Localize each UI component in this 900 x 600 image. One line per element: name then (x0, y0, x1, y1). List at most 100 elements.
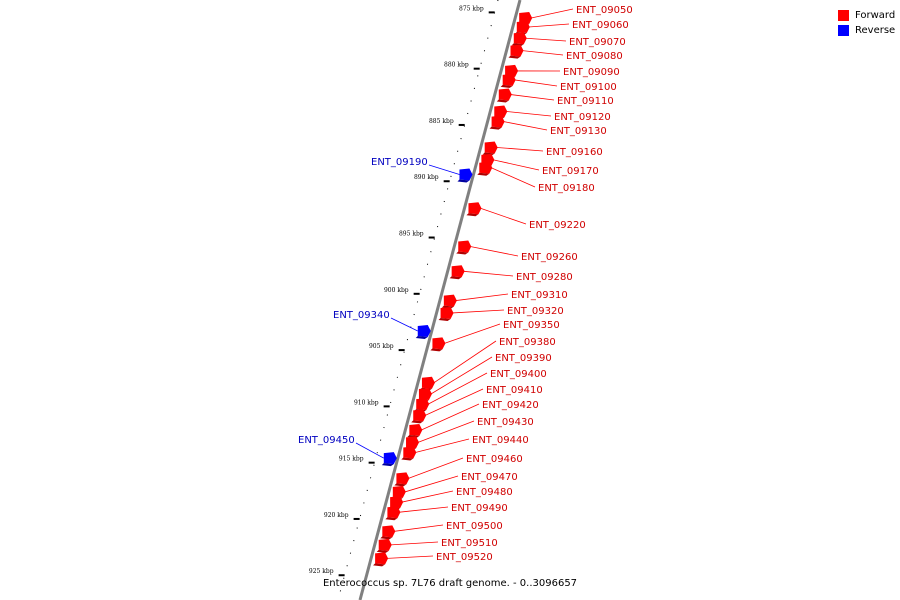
gene-glyph[interactable] (403, 446, 417, 459)
gene-glyph-shadow (430, 348, 443, 352)
gene-glyph[interactable] (417, 324, 431, 337)
gene-glyph[interactable] (458, 240, 472, 253)
gene-label[interactable]: ENT_09430 (477, 417, 534, 428)
gene-label[interactable]: ENT_09410 (486, 385, 543, 396)
gene-label[interactable]: ENT_09510 (441, 538, 498, 549)
gene-ent-09070[interactable]: ENT_09070 (511, 32, 626, 48)
gene-label[interactable]: ENT_09490 (451, 503, 508, 514)
gene-label[interactable]: ENT_09320 (507, 306, 564, 317)
gene-label[interactable]: ENT_09500 (446, 521, 503, 532)
gene-glyph[interactable] (416, 398, 430, 411)
gene-glyph[interactable] (459, 168, 473, 181)
gene-label[interactable]: ENT_09460 (466, 454, 523, 465)
gene-glyph[interactable] (468, 202, 482, 215)
gene-label[interactable]: ENT_09180 (538, 183, 595, 194)
gene-label[interactable]: ENT_09090 (563, 67, 620, 78)
gene-ent-09460[interactable]: ENT_09460 (394, 454, 523, 487)
gene-label[interactable]: ENT_09340 (333, 310, 390, 321)
gene-ent-09220[interactable]: ENT_09220 (466, 202, 586, 231)
gene-glyph[interactable] (409, 424, 423, 437)
gene-ent-09450[interactable]: ENT_09450 (298, 435, 397, 467)
gene-label[interactable]: ENT_09110 (557, 96, 614, 107)
gene-label[interactable]: ENT_09400 (490, 369, 547, 380)
gene-label[interactable]: ENT_09450 (298, 435, 355, 446)
gene-label[interactable]: ENT_09130 (550, 126, 607, 137)
gene-label[interactable]: ENT_09220 (529, 220, 586, 231)
gene-glyph[interactable] (382, 525, 396, 538)
gene-label[interactable]: ENT_09440 (472, 435, 529, 446)
gene-glyph[interactable] (406, 436, 420, 449)
gene-glyph[interactable] (418, 387, 432, 400)
gene-label[interactable]: ENT_09120 (554, 112, 611, 123)
gene-label[interactable]: ENT_09350 (503, 320, 560, 331)
gene-ent-09410[interactable]: ENT_09410 (411, 385, 543, 424)
gene-ent-09280[interactable]: ENT_09280 (449, 265, 573, 283)
gene-ent-09060[interactable]: ENT_09060 (514, 20, 629, 36)
gene-label[interactable]: ENT_09160 (546, 147, 603, 158)
gene-leader-line (522, 50, 564, 56)
gene-glyph[interactable] (451, 265, 465, 278)
gene-ent-09340[interactable]: ENT_09340 (333, 310, 431, 339)
gene-ent-09180[interactable]: ENT_09180 (477, 161, 595, 194)
gene-ent-09100[interactable]: ENT_09100 (500, 73, 617, 93)
gene-label[interactable]: ENT_09060 (572, 20, 629, 31)
gene-label[interactable]: ENT_09190 (371, 157, 428, 168)
gene-glyph[interactable] (498, 88, 512, 101)
gene-glyph[interactable] (390, 496, 404, 509)
gene-label[interactable]: ENT_09420 (482, 400, 539, 411)
gene-label[interactable]: ENT_09390 (495, 353, 552, 364)
gene-label[interactable]: ENT_09520 (436, 552, 493, 563)
gene-glyph[interactable] (516, 21, 530, 34)
legend-item-forward: Forward (838, 8, 895, 23)
gene-ent-09080[interactable]: ENT_09080 (508, 44, 623, 62)
gene-label[interactable]: ENT_09470 (461, 472, 518, 483)
gene-glyph[interactable] (491, 115, 505, 128)
gene-glyph[interactable] (510, 44, 524, 57)
gene-glyph[interactable] (519, 12, 533, 25)
gene-glyph[interactable] (494, 105, 508, 118)
gene-ent-09510[interactable]: ENT_09510 (376, 538, 498, 553)
gene-glyph[interactable] (432, 337, 446, 350)
gene-ent-09420[interactable]: ENT_09420 (407, 400, 539, 439)
gene-glyph[interactable] (396, 472, 410, 485)
gene-ent-09350[interactable]: ENT_09350 (430, 320, 560, 352)
gene-glyph[interactable] (440, 306, 454, 319)
gene-label[interactable]: ENT_09070 (569, 37, 626, 48)
gene-glyph[interactable] (413, 409, 427, 422)
gene-label[interactable]: ENT_09080 (566, 51, 623, 62)
gene-ent-09500[interactable]: ENT_09500 (380, 521, 503, 540)
gene-glyph[interactable] (421, 376, 435, 389)
gene-ent-09190[interactable]: ENT_09190 (371, 157, 473, 183)
gene-ent-09120[interactable]: ENT_09120 (492, 105, 611, 123)
gene-label[interactable]: ENT_09310 (511, 290, 568, 301)
gene-glyph[interactable] (505, 64, 519, 77)
gene-ent-09160[interactable]: ENT_09160 (482, 141, 603, 158)
gene-label[interactable]: ENT_09260 (521, 252, 578, 263)
gene-glyph[interactable] (484, 141, 498, 154)
gene-glyph[interactable] (387, 506, 401, 519)
gene-ent-09490[interactable]: ENT_09490 (385, 503, 508, 521)
gene-glyph[interactable] (513, 32, 527, 45)
gene-label[interactable]: ENT_09380 (499, 337, 556, 348)
gene-glyph[interactable] (383, 452, 397, 465)
legend: Forward Reverse (838, 8, 895, 38)
gene-label[interactable]: ENT_09100 (560, 82, 617, 93)
gene-label[interactable]: ENT_09280 (516, 272, 573, 283)
gene-ent-09130[interactable]: ENT_09130 (489, 115, 607, 137)
gene-ent-09110[interactable]: ENT_09110 (496, 88, 614, 107)
gene-ent-09260[interactable]: ENT_09260 (456, 240, 578, 263)
gene-glyph[interactable] (443, 294, 457, 307)
gene-glyph[interactable] (392, 485, 406, 498)
gene-glyph[interactable] (502, 73, 516, 86)
gene-label[interactable]: ENT_09480 (456, 487, 513, 498)
gene-glyph[interactable] (375, 552, 389, 565)
gene-glyph-shadow (508, 55, 521, 59)
gene-label[interactable]: ENT_09170 (542, 166, 599, 177)
gene-glyph[interactable] (378, 538, 392, 551)
gene-ent-09440[interactable]: ENT_09440 (401, 435, 529, 461)
gene-ent-09320[interactable]: ENT_09320 (438, 306, 564, 321)
gene-label[interactable]: ENT_09050 (576, 5, 633, 16)
gene-ent-09090[interactable]: ENT_09090 (503, 64, 620, 79)
gene-glyph[interactable] (479, 161, 493, 174)
gene-ent-09520[interactable]: ENT_09520 (373, 552, 493, 567)
